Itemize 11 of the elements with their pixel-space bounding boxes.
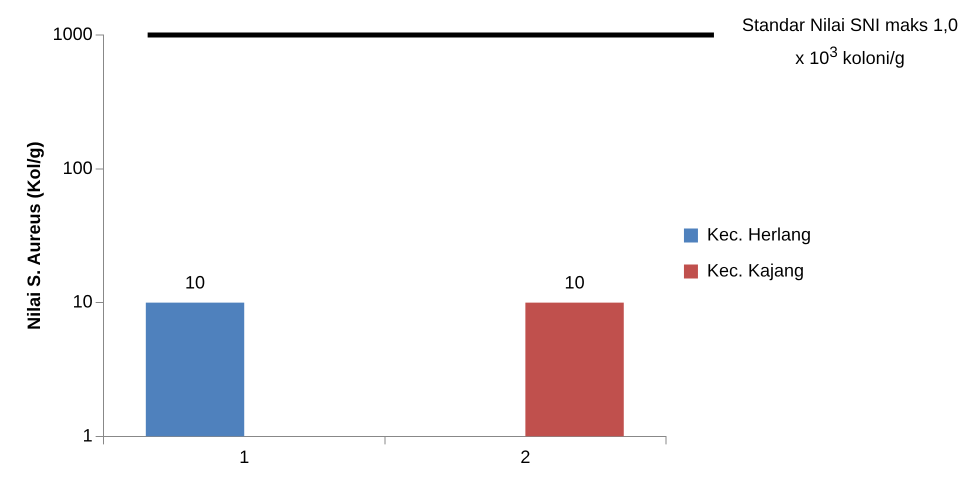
ref-line-label: Standar Nilai SNI maks 1,0 x 10$^{3}$ koloni/g xyxy=(740,14,960,70)
y-tick-label: 100 xyxy=(62,158,93,178)
legend-label: Kec. Kajang xyxy=(706,260,804,280)
data-label: 10 xyxy=(564,272,585,293)
y-tick-label: 10 xyxy=(72,292,93,312)
data-label: 10 xyxy=(185,272,206,293)
x-tick-label: 2 xyxy=(520,447,530,468)
y-tick-label: 1000 xyxy=(52,24,93,44)
legend-label: Kec. Herlang xyxy=(706,224,812,244)
y-axis-title: Nilai S. Aureus (Kol/g) xyxy=(24,142,44,330)
y-tick-label: 1 xyxy=(82,425,93,446)
